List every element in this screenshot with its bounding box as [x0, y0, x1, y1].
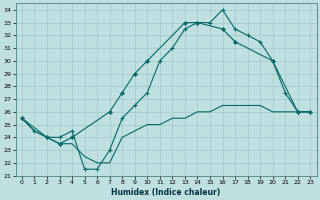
X-axis label: Humidex (Indice chaleur): Humidex (Indice chaleur)	[111, 188, 221, 197]
